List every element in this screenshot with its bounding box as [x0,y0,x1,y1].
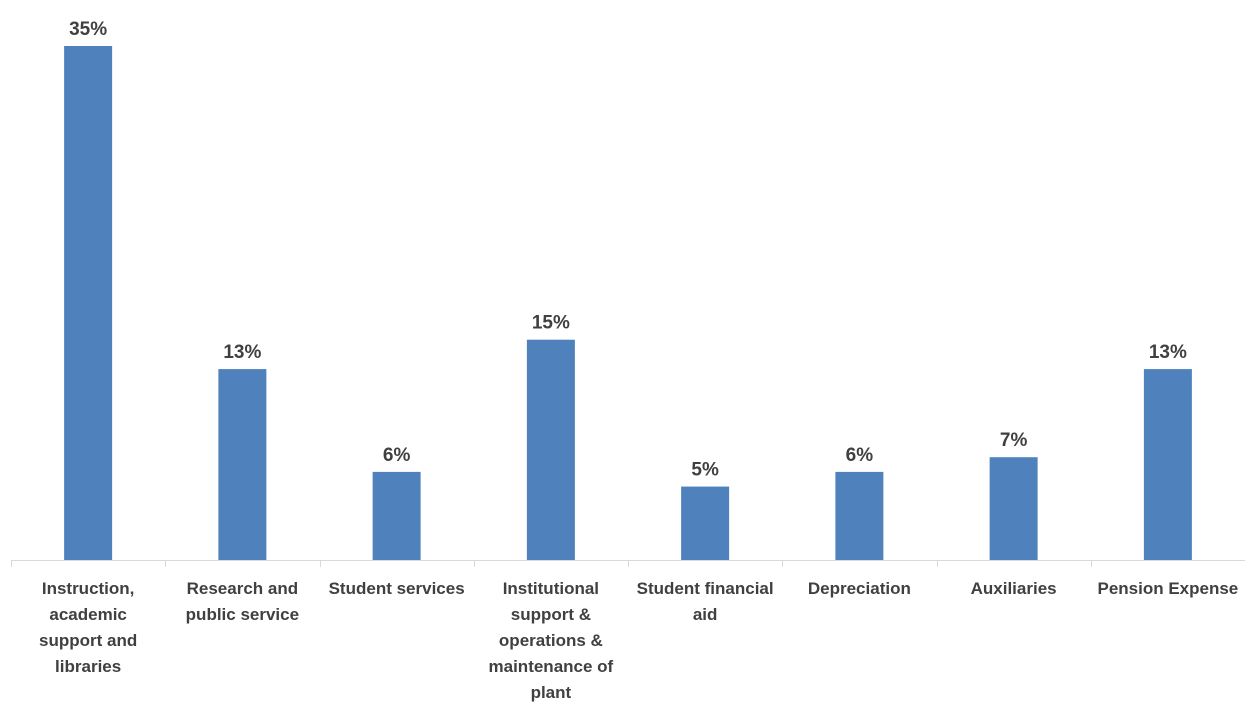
x-tick-label-line: operations & [499,631,603,650]
bar-4 [526,339,575,560]
x-tick-label-line: academic [49,605,127,624]
x-tick-label-line: public service [186,605,299,624]
x-tick-label-line: Pension Expense [1097,579,1238,598]
bar-5 [681,486,730,560]
x-tick-label-line: Student financial [637,579,774,598]
x-tick-label-line: Student services [329,579,465,598]
bar-3 [372,471,421,560]
x-tick-label-line: Research and [187,579,299,598]
x-tick-label-line: aid [693,605,718,624]
x-tick-label-8: Pension Expense [1097,579,1238,598]
data-label-8: 13% [1149,342,1187,363]
x-tick-label-line: maintenance of [489,657,614,676]
data-label-6: 6% [846,445,874,466]
x-tick-label-1: Instruction, academic support and libraries [39,579,137,676]
x-tick-label-line: Depreciation [808,579,911,598]
x-tick-label-6: Depreciation [808,579,911,598]
x-tick-label-line: Institutional [503,579,599,598]
x-tick-label-5: Student financial aid [637,579,774,624]
bar-1 [64,46,113,560]
x-axis [11,560,1245,567]
data-label-7: 7% [1000,430,1028,451]
x-tick-label-line: libraries [55,657,121,676]
data-label-3: 6% [383,445,411,466]
bars-group [64,46,1192,560]
x-tick-labels-group: Instruction, academic support and libraries… [39,579,1238,702]
bar-6 [835,471,884,560]
bar-8 [1143,369,1192,560]
bar-7 [989,457,1038,560]
x-tick-label-line: support and [39,631,137,650]
x-tick-label-line: Auxiliaries [971,579,1057,598]
data-labels-group: 35% 13% 6% 15% 5% 6% 7% 13% [69,19,1187,481]
data-label-4: 15% [532,313,570,334]
x-tick-label-3: Student services [329,579,465,598]
x-tick-label-line: Instruction, [42,579,135,598]
x-tick-label-2: Research and public service [186,579,299,624]
data-label-1: 35% [69,19,107,40]
x-tick-label-7: Auxiliaries [971,579,1057,598]
x-tick-label-4: Institutional support & operations & mainte… [489,579,614,702]
data-label-5: 5% [691,460,719,481]
x-tick-label-line: plant [531,683,572,702]
x-tick-label-line: support & [511,605,591,624]
data-label-2: 13% [223,342,261,363]
bar-2 [218,369,267,560]
